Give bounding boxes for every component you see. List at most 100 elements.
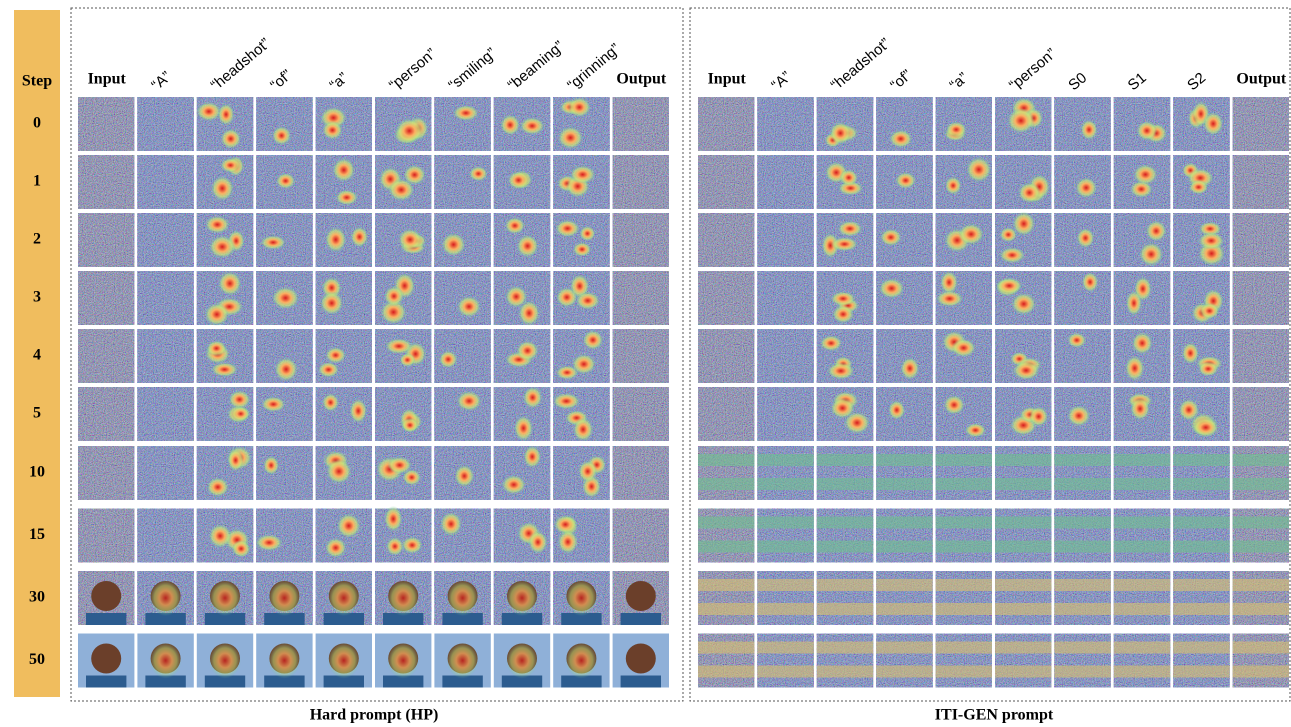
shirt [86,613,126,625]
band [1054,454,1110,466]
column-header: “of” [267,67,295,94]
heat [520,117,545,135]
heat [395,118,423,143]
heat [350,399,368,424]
heat [558,530,579,554]
attention-map [256,271,312,325]
map-noise [757,329,813,383]
attention-map [1173,155,1229,209]
attention-map [757,446,813,500]
map-noise [78,509,134,563]
map-noise [137,446,193,500]
heat [385,338,413,354]
attention-map [375,446,431,500]
heat [399,353,415,367]
heat [440,512,462,536]
heat [150,580,182,616]
step-label: 30 [29,589,45,606]
attention-map [375,506,431,563]
heat [337,513,361,538]
band [995,454,1051,466]
map-noise [613,446,669,500]
column-header: S2 [1184,69,1209,94]
attention-map [698,329,754,383]
band [1114,454,1170,466]
attention-map [817,97,873,151]
heat [276,173,295,189]
attention-map [1233,155,1289,209]
attention-map [137,571,193,625]
attention-map [1054,271,1110,325]
map-noise [698,213,754,267]
column-header: “smiling” [445,45,499,94]
attention-map [137,387,193,441]
heat [889,130,912,148]
attention-map [1054,387,1110,441]
attention-map [375,155,431,209]
attention-map [613,571,669,625]
attention-map [817,509,873,563]
step-label: 2 [33,231,41,248]
attention-map [613,213,669,267]
attention-map [197,387,253,441]
heat [831,237,858,251]
attention-map [995,387,1051,441]
attention-map [613,155,669,209]
column-header: “headshot” [828,35,894,94]
heat [553,393,581,409]
attention-map [698,271,754,325]
band [995,666,1051,678]
attention-map [817,213,873,267]
heat [1067,405,1090,426]
heat [441,233,465,257]
heat [387,456,411,473]
band [817,642,873,654]
heat [229,390,251,409]
band [757,517,813,529]
attention-map [876,509,932,563]
band [1114,642,1170,654]
attention-map [78,509,134,563]
attention-map [256,571,312,625]
attention-map [1114,97,1170,151]
heat [326,459,352,484]
heat [1080,119,1097,140]
attention-map [817,387,873,441]
band [817,603,873,615]
heat [263,456,279,475]
heat [439,350,458,368]
heat [469,166,488,181]
band [995,478,1051,490]
attention-map [936,329,992,383]
map-noise [78,271,134,325]
heat [558,126,583,149]
attention-map [434,155,490,209]
attention-map [197,634,253,688]
band [1114,666,1170,678]
attention-map [995,634,1051,688]
attention-map [78,213,134,267]
attention-map [876,446,932,500]
map-noise [137,271,193,325]
map-noise [256,446,312,500]
attention-map [1054,329,1110,383]
band [1054,478,1110,490]
band [936,579,992,591]
heat [965,423,986,437]
heat [505,286,527,308]
heat [837,221,862,237]
map-noise [757,97,813,151]
heat [936,290,963,307]
heat [268,643,300,679]
heat [454,465,474,487]
column-header: Output [616,71,666,88]
attention-map [375,213,431,267]
heat [384,506,402,532]
band [1173,454,1229,466]
attention-map [316,387,372,441]
attention-map [995,509,1051,563]
heat [447,643,479,679]
map-noise [1233,213,1289,267]
attention-map [757,329,813,383]
heat [268,580,300,616]
